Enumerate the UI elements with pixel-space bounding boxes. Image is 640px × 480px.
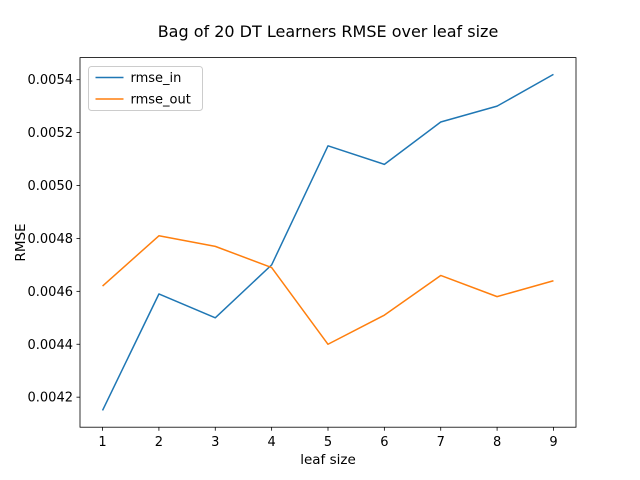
y-tick-label: 0.0044 [28,338,74,353]
series-line-rmse_out [102,235,554,346]
legend-label: rmse_out [131,93,191,108]
y-axis-label: RMSE [13,223,29,261]
x-tick-label: 3 [211,435,219,450]
x-tick-label: 8 [493,435,501,450]
series-line-rmse_in [101,73,554,411]
x-tick-label: 1 [98,435,106,450]
y-tick-label: 0.0050 [28,179,74,194]
x-tick-label: 9 [549,435,557,450]
axes-frame [79,57,577,428]
y-tick-label: 0.0052 [28,126,74,141]
y-tick-label: 0.0054 [28,73,74,88]
legend-label: rmse_in [131,71,182,86]
y-tick-label: 0.0046 [28,285,74,300]
y-tick-label: 0.0042 [28,391,74,406]
x-tick-label: 2 [155,435,163,450]
x-tick-label: 7 [437,435,445,450]
x-axis-label: leaf size [300,452,356,468]
x-tick-label: 6 [380,435,388,450]
x-tick-label: 5 [324,435,332,450]
legend: rmse_in rmse_out [88,66,203,111]
chart-title: Bag of 20 DT Learners RMSE over leaf siz… [158,22,499,41]
y-tick-label: 0.0048 [28,232,74,247]
x-tick-label: 4 [267,435,275,450]
plot-area: 1 2 3 4 5 6 7 8 9 0.0042 0.0044 0.0046 0.0048 0.0050 0… [28,57,577,450]
